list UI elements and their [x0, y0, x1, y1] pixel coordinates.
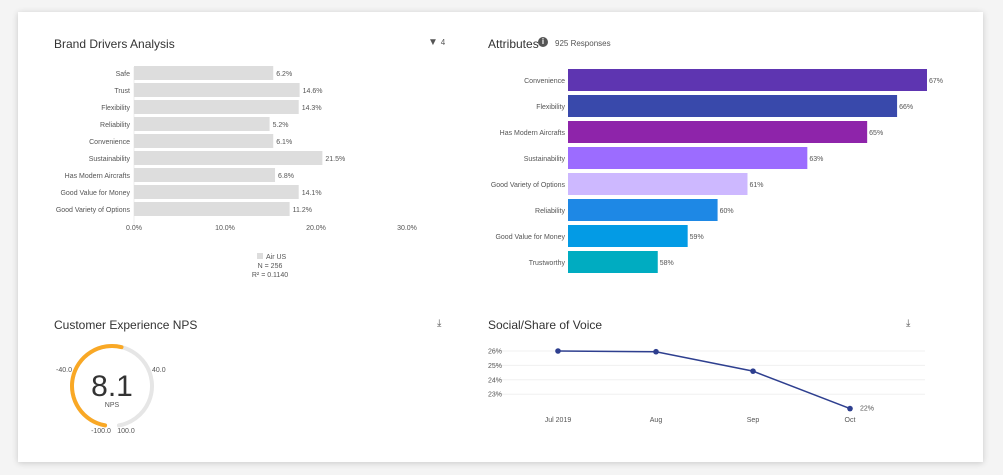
bar [134, 117, 270, 131]
data-point [750, 368, 756, 374]
bar [134, 202, 290, 216]
data-label: 63% [809, 156, 823, 163]
filter-icon: ▼ [428, 37, 438, 48]
data-label: 14.1% [302, 190, 322, 197]
data-label: 67% [929, 78, 943, 85]
x-tick-label: Aug [650, 417, 663, 424]
data-point [555, 348, 561, 354]
bar [568, 95, 898, 117]
category-label: Trustworthy [529, 260, 566, 267]
category-label: Reliability [535, 208, 565, 215]
data-label: 14.3% [302, 105, 322, 112]
category-label: Reliability [100, 122, 130, 129]
category-label: Good Value for Money [495, 234, 565, 241]
legend-swatch [257, 253, 263, 259]
filter-count: 4 [440, 38, 446, 47]
category-label: Good Variety of Options [491, 182, 566, 189]
responses-count: 925 Responses [555, 39, 611, 48]
bar [568, 69, 927, 91]
data-label: 66% [899, 104, 913, 111]
category-label: Convenience [524, 78, 565, 85]
end-label: 22% [860, 406, 874, 413]
category-label: Flexibility [536, 104, 565, 111]
legend-r2: R² = 0.1140 [252, 272, 288, 279]
data-label: 58% [660, 260, 674, 267]
gauge-unit: NPS [105, 402, 120, 409]
data-label: 59% [690, 234, 704, 241]
gauge-value: 8.1 [91, 370, 133, 403]
category-label: Good Variety of Options [56, 207, 131, 214]
data-label: 14.6% [303, 88, 323, 95]
category-label: Has Modern Aircrafts [65, 173, 131, 180]
x-tick-label: 0.0% [126, 225, 142, 232]
x-tick-label: Jul 2019 [545, 417, 572, 424]
category-label: Safe [116, 71, 131, 78]
data-label: 60% [720, 208, 734, 215]
category-label: Sustainability [89, 156, 131, 163]
bar [134, 151, 323, 165]
series-line [557, 350, 851, 410]
data-point [847, 405, 853, 412]
social-download-icon[interactable]: ⤓ [906, 318, 911, 329]
data-label: 6.8% [278, 173, 294, 180]
category-label: Sustainability [524, 156, 566, 163]
nps-download-icon[interactable]: ⤓ [437, 318, 442, 329]
category-label: Trust [114, 88, 130, 95]
bar [568, 147, 808, 169]
data-label: 21.5% [325, 156, 345, 163]
gauge-tick-label: -100.0 [91, 428, 111, 435]
x-tick-label: Sep [747, 417, 760, 424]
bar [134, 185, 299, 199]
bar [568, 121, 868, 143]
data-label: 61% [750, 182, 764, 189]
bar [134, 134, 274, 148]
data-label: 65% [869, 130, 883, 137]
x-tick-label: Oct [845, 417, 856, 424]
data-label: 5.2% [273, 122, 289, 129]
bar [568, 225, 688, 247]
attributes-title: Attributes [488, 37, 539, 51]
social-title: Social/Share of Voice [488, 318, 603, 332]
y-tick-label: 26% [488, 349, 502, 356]
x-tick-label: 20.0% [306, 225, 326, 232]
legend-n: N = 256 [258, 263, 283, 270]
brand-drivers-title: Brand Drivers Analysis [54, 37, 175, 51]
info-icon[interactable]: i [538, 37, 548, 47]
category-label: Flexibility [101, 105, 130, 112]
category-label: Good Value for Money [60, 190, 130, 197]
y-tick-label: 23% [488, 392, 502, 399]
data-label: 6.1% [276, 139, 292, 146]
bar [134, 168, 276, 182]
bar [134, 100, 299, 114]
y-tick-label: 24% [488, 377, 502, 384]
bar [568, 173, 748, 195]
gauge-tick-label: -40.0 [56, 367, 72, 374]
bar [568, 251, 658, 273]
y-tick-label: 25% [488, 363, 502, 370]
data-label: 6.2% [276, 71, 292, 78]
x-tick-label: 30.0% [397, 225, 417, 232]
legend-name: Air US [266, 254, 287, 261]
bar [134, 83, 300, 97]
gauge-tick-label: 40.0 [152, 367, 166, 374]
data-point [653, 348, 659, 355]
filter-button[interactable]: ▼ 4 [428, 37, 445, 48]
category-label: Has Modern Aircrafts [500, 130, 566, 137]
nps-title: Customer Experience NPS [54, 318, 198, 332]
gauge-tick-label: 100.0 [117, 428, 135, 435]
bar [134, 66, 274, 80]
bar [568, 199, 718, 221]
x-tick-label: 10.0% [215, 225, 235, 232]
data-label: 11.2% [293, 207, 312, 214]
gauge-fill [69, 344, 124, 428]
category-label: Convenience [89, 139, 130, 146]
